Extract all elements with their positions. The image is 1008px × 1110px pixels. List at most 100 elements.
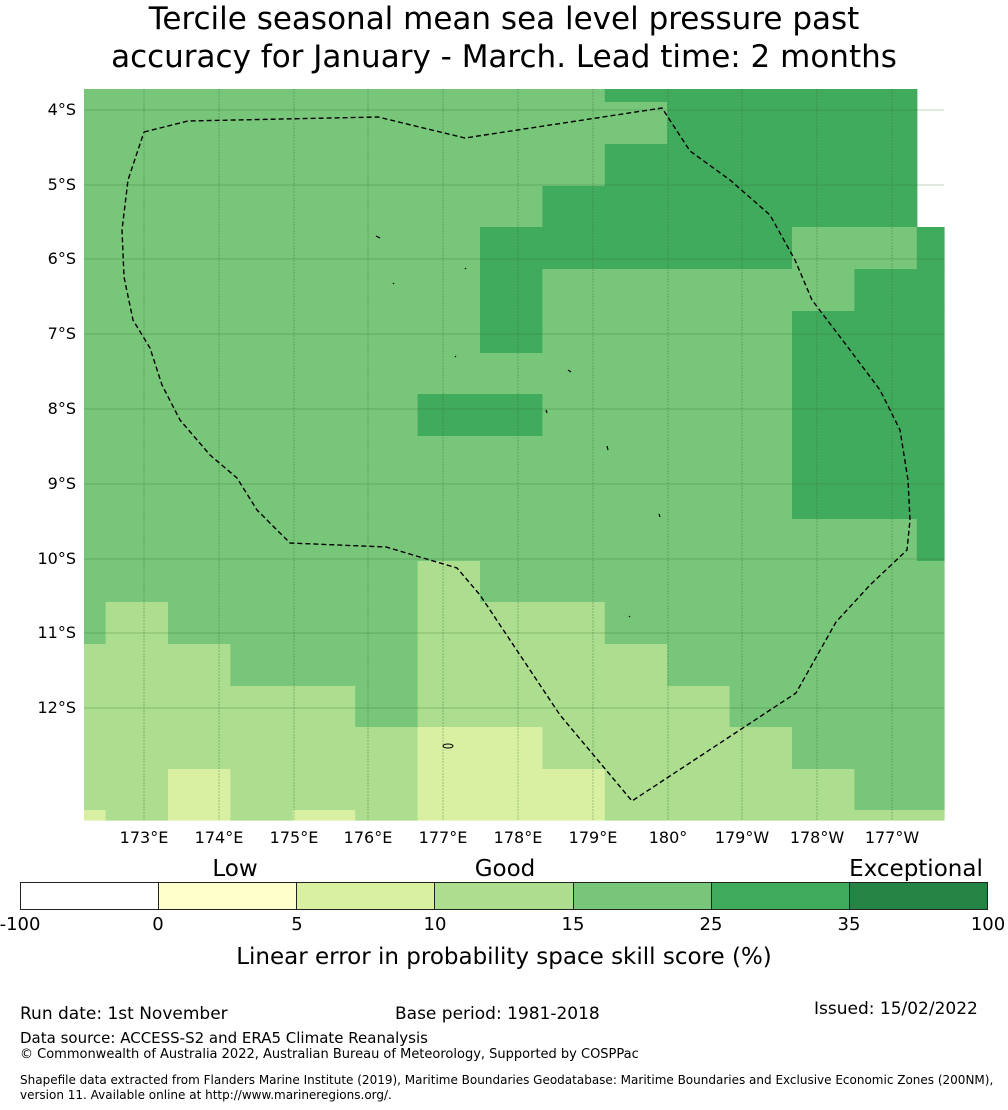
skill-cell xyxy=(417,686,731,728)
run-date: Run date: 1st November xyxy=(20,1004,228,1024)
colorbar-tick: -100 xyxy=(0,914,41,935)
skill-cell xyxy=(729,686,945,728)
title-line-2: accuracy for January - March. Lead time:… xyxy=(111,39,897,75)
colorbar-label: Linear error in probability space skill … xyxy=(236,944,772,970)
skill-cell xyxy=(84,561,419,603)
skill-cell xyxy=(417,727,543,770)
skill-cell xyxy=(168,810,231,821)
skill-cell xyxy=(292,810,356,821)
colorbar-tick: 10 xyxy=(423,914,447,935)
skill-cell xyxy=(84,394,419,437)
skill-cell xyxy=(604,89,918,103)
lat-lon-gridlines xyxy=(84,89,944,820)
colorbar-segment-lt0 xyxy=(21,883,160,909)
lon-label-178w: 178°W xyxy=(789,828,845,847)
title-line-1: Tercile seasonal mean sea level pressure… xyxy=(148,1,860,37)
skill-cell xyxy=(916,519,945,562)
skill-cell xyxy=(84,311,481,354)
lon-label-178e: 178°E xyxy=(493,828,543,847)
skill-cell xyxy=(168,602,419,645)
skill-cell xyxy=(417,769,606,811)
lat-label-10s: 10°S xyxy=(37,549,76,568)
copyright: © Commonwealth of Australia 2022, Austra… xyxy=(20,1047,639,1062)
skill-cell xyxy=(417,602,606,645)
island-mark xyxy=(606,445,609,451)
lon-label-176e: 176°E xyxy=(343,828,393,847)
legend-category-good: Good xyxy=(474,856,536,882)
skill-cell xyxy=(604,102,668,145)
skill-cell xyxy=(84,602,107,645)
colorbar xyxy=(20,882,988,910)
skill-cell xyxy=(355,686,419,728)
island-mark xyxy=(392,282,395,285)
colorbar-segment-5-10 xyxy=(297,883,436,909)
base-period: Base period: 1981-2018 xyxy=(395,1004,600,1024)
skill-cell xyxy=(854,810,945,821)
lon-label-179e: 179°E xyxy=(568,828,618,847)
skill-cell xyxy=(230,644,419,687)
colorbar-tick: 0 xyxy=(152,914,164,935)
lat-label-4s: 4°S xyxy=(47,100,76,119)
skill-cell xyxy=(480,269,543,312)
skill-cell xyxy=(854,769,945,811)
colorbar-segment-25-35 xyxy=(711,883,850,909)
skill-cell xyxy=(480,311,543,354)
lat-label-5s: 5°S xyxy=(47,175,76,194)
skill-cell xyxy=(667,644,945,687)
legend-category-low: Low xyxy=(212,856,258,882)
lon-label-177w: 177°W xyxy=(864,828,920,847)
skill-cell xyxy=(417,810,606,821)
skill-cell xyxy=(168,769,231,811)
skill-cell xyxy=(230,810,294,821)
lat-label-7s: 7°S xyxy=(47,324,76,343)
skill-cell xyxy=(84,269,481,312)
skill-cell xyxy=(355,810,419,821)
lon-label-179w: 179°W xyxy=(714,828,770,847)
shapefile-credit-line-1: Shapefile data extracted from Flanders M… xyxy=(20,1073,994,1087)
skill-cell xyxy=(604,144,918,187)
lon-label-174e: 174°E xyxy=(194,828,244,847)
island-mark xyxy=(375,235,381,239)
lat-label-11s: 11°S xyxy=(37,623,76,642)
colorbar-segment-35-100 xyxy=(849,883,987,909)
skill-cell xyxy=(84,769,169,811)
island-mark xyxy=(567,369,572,373)
island-mark xyxy=(464,267,467,270)
eez-boundary xyxy=(121,107,911,802)
island-mark xyxy=(545,409,548,414)
colorbar-tick: 15 xyxy=(561,914,585,935)
lat-label-6s: 6°S xyxy=(47,249,76,268)
skill-cell xyxy=(916,227,945,270)
skill-cell xyxy=(84,186,543,228)
skill-cell xyxy=(105,810,169,821)
colorbar-segment-15-25 xyxy=(573,883,712,909)
legend-category-exceptional: Exceptional xyxy=(849,856,983,882)
skill-cell xyxy=(84,144,606,187)
island-mark xyxy=(628,615,631,618)
skill-cell xyxy=(84,227,481,270)
skill-grid-cells xyxy=(84,89,945,821)
colorbar-segment-0-5 xyxy=(159,883,298,909)
skill-cell xyxy=(84,810,107,821)
skill-cell xyxy=(542,727,793,770)
skill-cell xyxy=(542,394,793,437)
lon-label-177e: 177°E xyxy=(418,828,468,847)
issued-date: Issued: 15/02/2022 xyxy=(814,999,978,1019)
skill-cell xyxy=(84,436,793,479)
skill-score-map xyxy=(84,89,945,821)
skill-cell xyxy=(84,478,793,520)
skill-cell xyxy=(542,311,793,354)
skill-cell xyxy=(792,394,945,437)
skill-cell xyxy=(105,602,169,645)
skill-cell xyxy=(417,394,543,437)
lon-label-180: 180° xyxy=(648,828,688,847)
skill-cell xyxy=(604,769,855,811)
colorbar-tick: 35 xyxy=(837,914,861,935)
skill-cell xyxy=(667,102,918,145)
skill-cell xyxy=(792,227,918,270)
island-mark xyxy=(454,355,457,358)
skill-cell xyxy=(84,89,606,103)
lat-label-8s: 8°S xyxy=(47,399,76,418)
skill-cell xyxy=(417,644,668,687)
chart-title: Tercile seasonal mean sea level pressure… xyxy=(0,0,1008,76)
